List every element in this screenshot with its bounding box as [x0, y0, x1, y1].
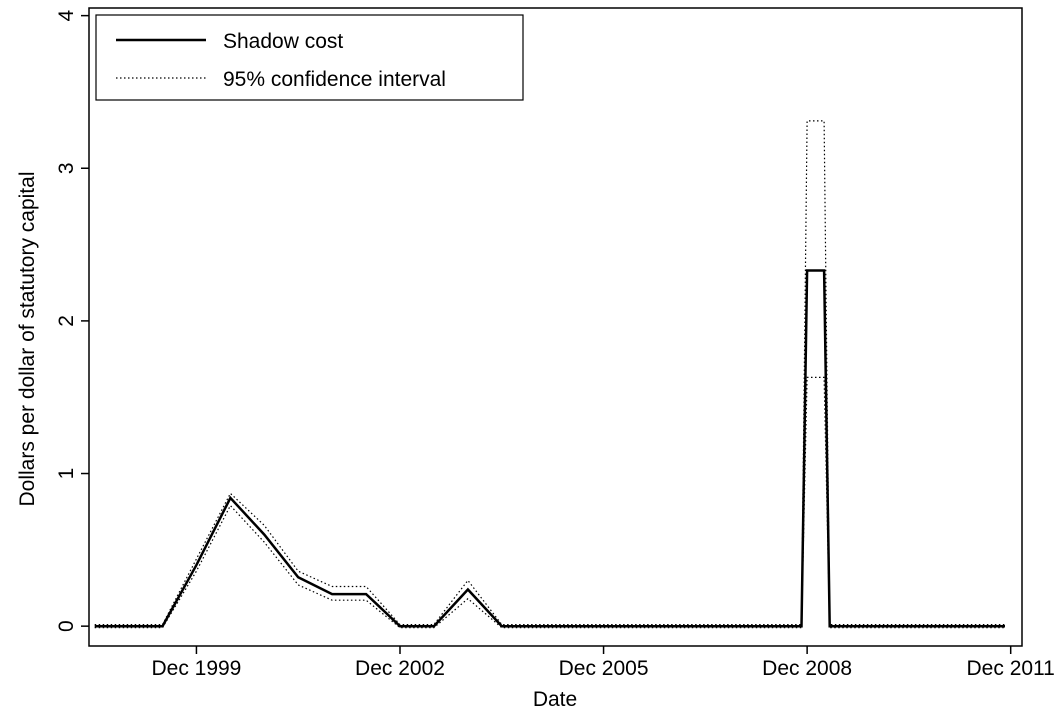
x-axis-title: Date [533, 688, 577, 711]
legend-label-shadow-cost: Shadow cost [223, 30, 343, 53]
x-tick-label: Dec 2011 [967, 657, 1055, 680]
series-line-shadow-cost [94, 269, 1005, 628]
legend: Shadow cost 95% confidence interval [95, 14, 524, 101]
legend-box [95, 14, 524, 101]
y-axis-title: Dollars per dollar of statutory capital [16, 172, 39, 507]
series-line-ci-upper [94, 120, 1005, 626]
y-tick-label: 1 [55, 468, 78, 480]
x-tick-label: Dec 1999 [151, 657, 241, 680]
y-tick-label: 4 [55, 9, 78, 21]
y-tick-label: 3 [55, 162, 78, 174]
x-tick-label: Dec 2005 [559, 657, 649, 680]
series-layer [94, 120, 1005, 629]
y-tick-label: 2 [55, 315, 78, 327]
y-tick-label: 0 [55, 620, 78, 632]
x-axis: Dec 1999 Dec 2002 Dec 2005 Dec 2008 Dec 2011 [151, 646, 1055, 680]
x-tick-label: Dec 2008 [762, 657, 852, 680]
y-axis: 0 1 2 3 4 [55, 9, 89, 632]
legend-label-confidence-interval: 95% confidence interval [223, 68, 446, 91]
plot-frame [88, 7, 1023, 647]
x-tick-label: Dec 2002 [355, 657, 445, 680]
series-line-ci-lower [94, 376, 1005, 629]
